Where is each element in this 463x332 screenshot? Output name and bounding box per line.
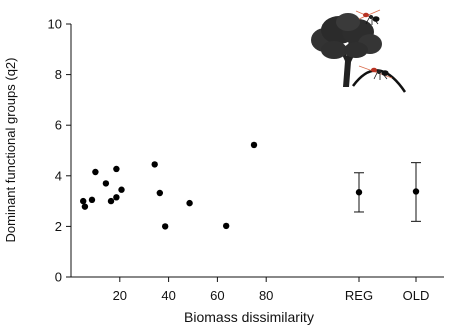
data-point [81,203,89,210]
data-point [186,199,193,207]
ant-icon-lower [358,65,393,80]
y-axis-title: Dominant functional groups (q2) [3,58,18,243]
data-points-group [80,141,258,230]
axes-group [70,24,444,278]
data-point [222,222,230,230]
x-ticks-group: 20 40 60 80 [113,277,273,303]
categorical-groups: REG OLD [345,162,430,303]
y-tick-label: 2 [55,219,62,234]
group-mean-point [412,188,420,195]
data-point [88,196,96,204]
data-point [113,165,120,173]
y-tick-label: 6 [55,118,62,133]
data-point [113,194,120,201]
y-tick-label: 4 [55,168,62,183]
x-tick-label: 40 [161,288,175,303]
y-tick-label: 8 [55,67,62,82]
x-tick-label: 60 [210,288,224,303]
data-point [250,141,258,149]
group-mean-point [355,189,363,196]
x-tick-label: 20 [113,288,127,303]
y-tick-label: 0 [55,270,62,285]
tree-and-ant-illustration [311,9,407,93]
ant-icon-upper [355,9,381,25]
data-point [156,189,164,197]
data-point [118,186,125,193]
y-tick-label: 10 [48,17,62,32]
group-label: OLD [403,288,430,303]
data-point [107,197,115,205]
x-tick-label: 80 [259,288,273,303]
data-point [102,180,110,187]
x-axis-title: Biomass dissimilarity [184,309,314,325]
y-ticks-group: 0 2 4 6 8 10 [48,17,71,285]
group-label: REG [345,288,373,303]
data-point [92,168,99,176]
tree-icon [311,13,382,87]
data-point [161,223,169,230]
data-point [151,161,158,168]
data-point [80,197,87,205]
